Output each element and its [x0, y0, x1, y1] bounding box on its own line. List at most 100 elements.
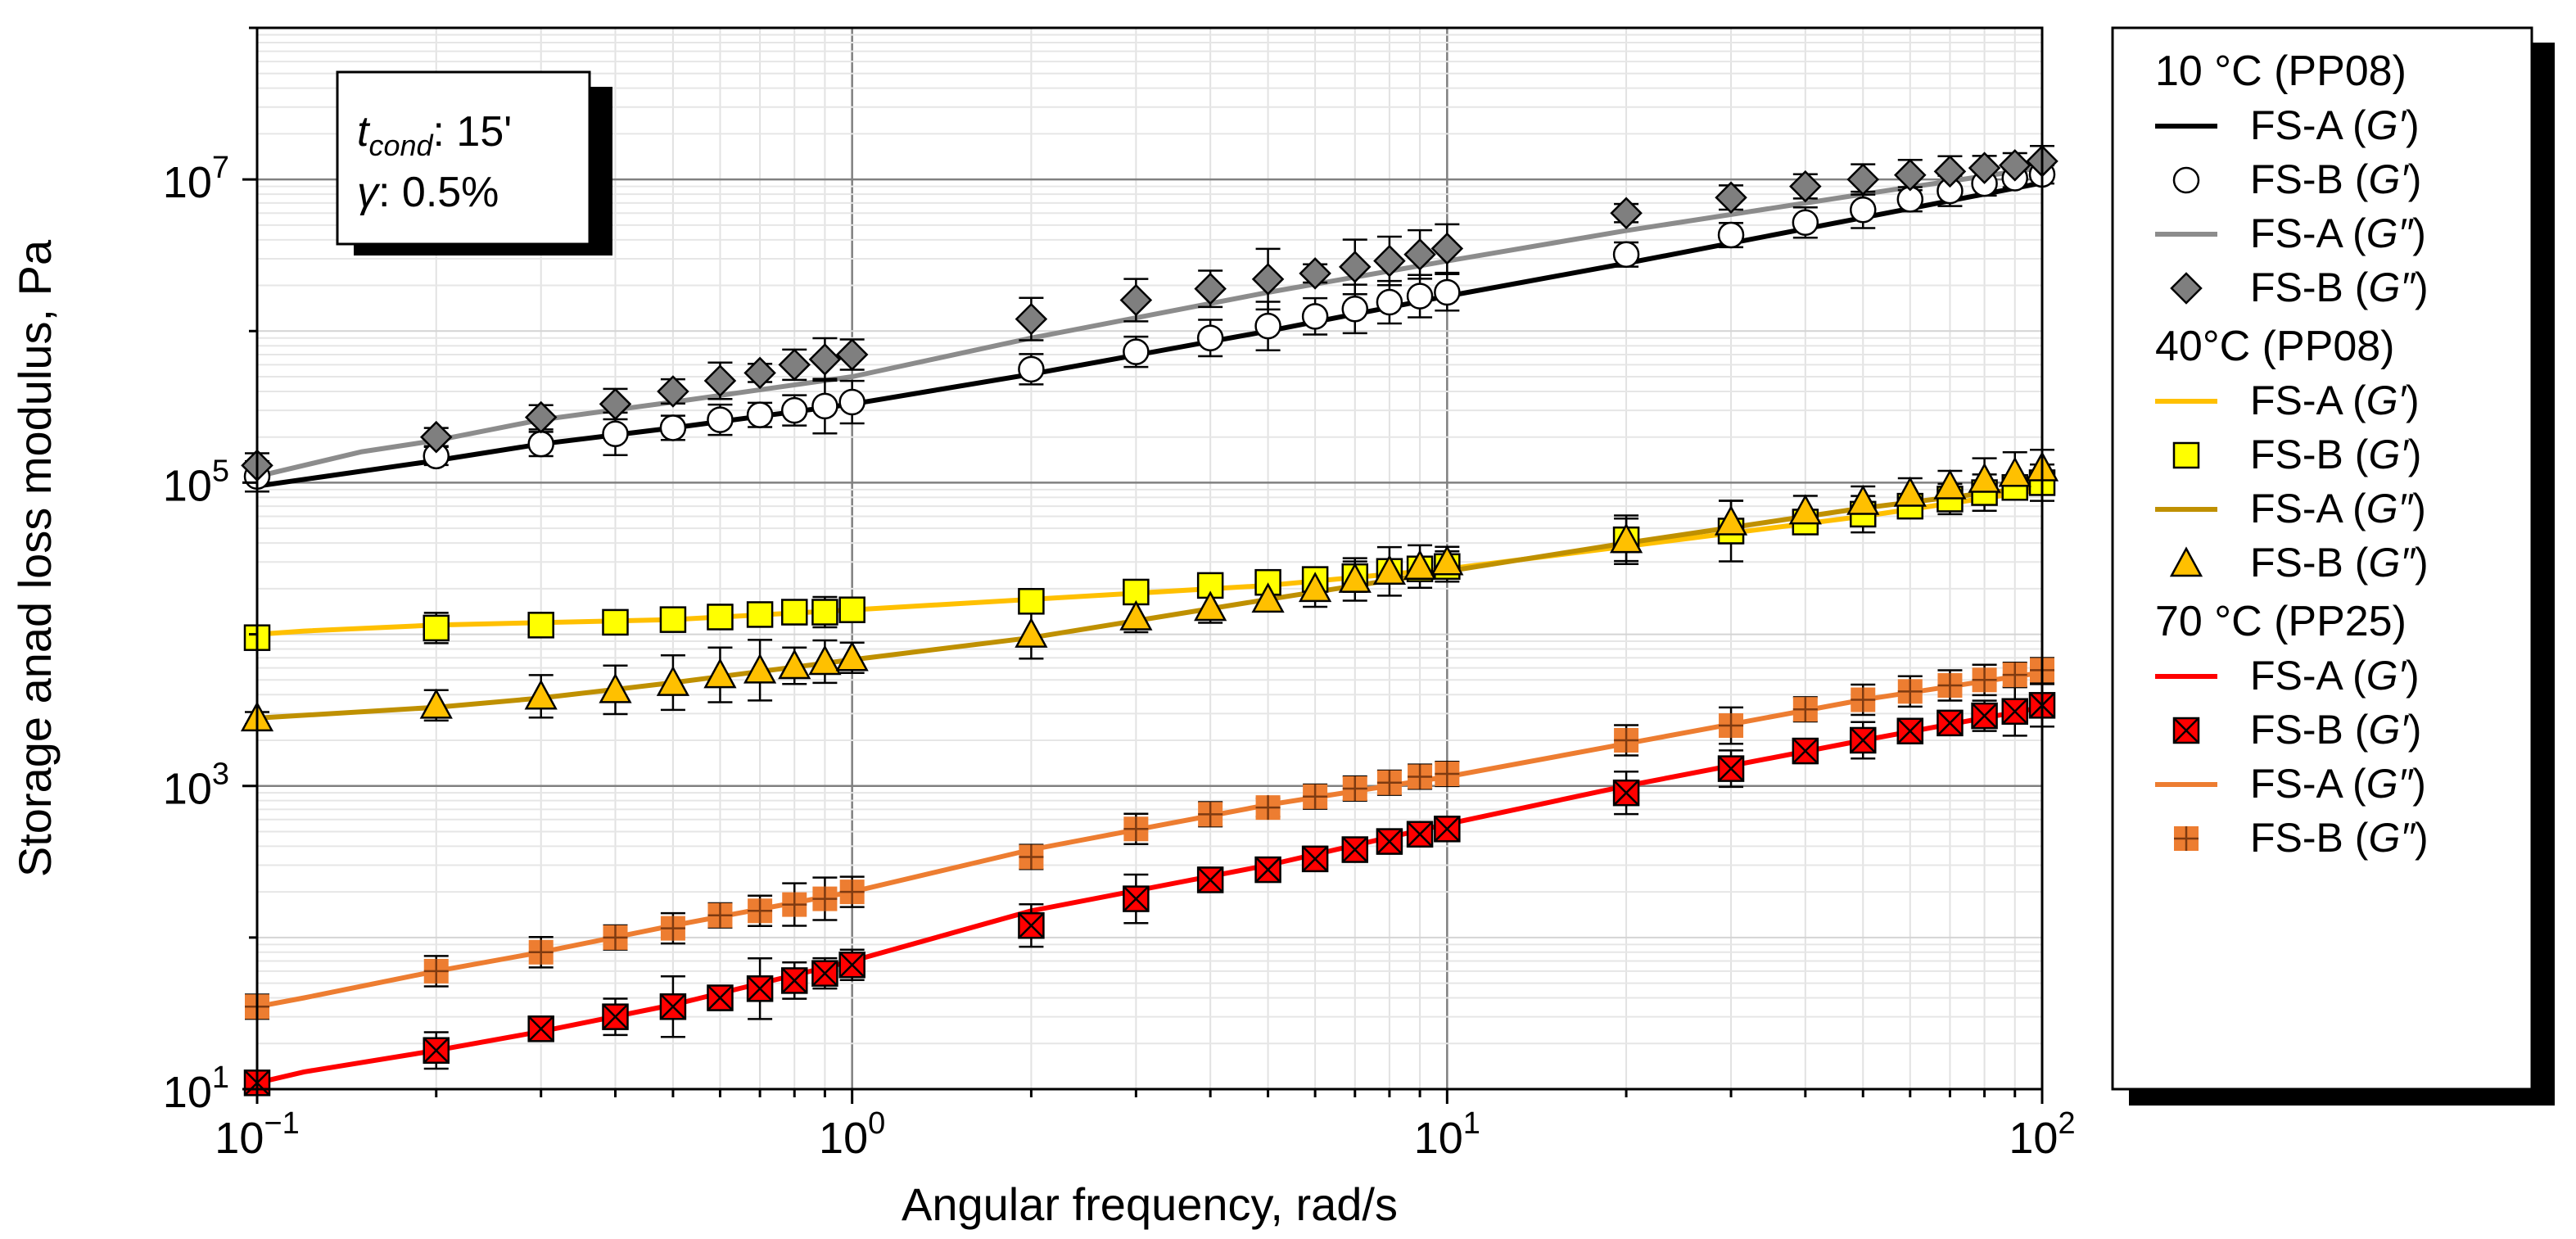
legend-modulus: G′	[2368, 156, 2409, 202]
data-point	[1198, 802, 1222, 826]
legend-group-title: 10 °C (PP08)	[2155, 47, 2407, 95]
chart: 10−1 100 101 102 101103105107 Angular frequ…	[0, 0, 2576, 1239]
legend-entry-label: FS-B (G′)	[2250, 707, 2421, 753]
marker-shape	[1408, 284, 1432, 309]
legend-suffix: )	[2406, 653, 2420, 699]
data-point	[1973, 667, 1997, 692]
x-tick-exponent: 2	[2058, 1106, 2075, 1141]
legend-modulus: G″	[2366, 486, 2415, 531]
cond-value: : 15'	[433, 108, 513, 156]
marker-shape	[748, 602, 772, 626]
legend-modulus: G′	[2368, 432, 2409, 477]
legend-entry-label: FS-B (G″)	[2250, 265, 2429, 310]
data-point	[812, 394, 837, 418]
marker-shape	[707, 408, 732, 432]
marker-shape	[1719, 223, 1743, 247]
data-point	[840, 598, 865, 622]
marker-shape	[1793, 210, 1818, 235]
data-point	[1256, 314, 1281, 338]
legend-entry-label: FS-B (G″)	[2250, 815, 2429, 861]
data-point	[1019, 844, 1043, 869]
marker-shape	[812, 600, 837, 625]
y-tick-base: 10	[163, 765, 212, 814]
marker-shape	[1435, 280, 1459, 305]
legend-marker-swatch	[2174, 443, 2199, 468]
legend-modulus: G′	[2366, 378, 2407, 423]
data-point	[1408, 284, 1432, 309]
y-tick-base: 10	[163, 1068, 212, 1117]
data-point	[603, 422, 627, 446]
data-point	[1435, 816, 1459, 841]
legend-group-title: 70 °C (PP25)	[2155, 598, 2407, 645]
data-point	[782, 398, 807, 423]
legend-prefix: FS-B (	[2250, 265, 2369, 310]
data-point	[748, 898, 772, 923]
marker-shape	[1614, 242, 1638, 267]
data-point	[1614, 728, 1638, 753]
data-point	[782, 968, 807, 993]
data-point	[812, 961, 837, 986]
marker-shape	[1377, 290, 1402, 314]
x-tick-exponent: 0	[868, 1106, 885, 1141]
x-axis-title: Angular frequency, rad/s	[902, 1178, 1398, 1230]
legend-modulus: G′	[2368, 707, 2409, 753]
data-point	[1793, 739, 1818, 763]
data-point	[812, 887, 837, 911]
data-point	[748, 602, 772, 626]
data-point	[1435, 762, 1459, 786]
data-point	[1614, 780, 1638, 805]
data-point	[1898, 679, 1923, 703]
data-point	[529, 613, 554, 637]
marker-shape	[603, 610, 627, 635]
marker-shape	[529, 432, 554, 456]
marker-shape	[1198, 326, 1222, 350]
data-point	[1973, 703, 1997, 728]
data-point	[1123, 887, 1148, 911]
legend-suffix: )	[2415, 540, 2429, 586]
data-point	[1123, 816, 1148, 841]
marker-shape	[661, 608, 685, 632]
data-point	[661, 916, 685, 941]
data-point	[1123, 340, 1148, 364]
marker-shape	[424, 616, 449, 640]
data-point	[1303, 304, 1327, 328]
y-tick-base: 10	[163, 158, 212, 207]
marker-shape	[529, 613, 554, 637]
legend-marker-swatch	[2174, 826, 2199, 851]
marker-shape	[603, 422, 627, 446]
data-point	[707, 604, 732, 629]
marker-shape	[661, 415, 685, 440]
legend-group-title: 40°C (PP08)	[2155, 323, 2394, 370]
legend-prefix: FS-A (	[2250, 378, 2366, 423]
legend-entry-label: FS-A (G″)	[2250, 210, 2426, 256]
data-point	[424, 1038, 449, 1063]
data-point	[424, 959, 449, 984]
legend-suffix: )	[2406, 378, 2420, 423]
data-point	[603, 1005, 627, 1029]
legend-entry-label: FS-A (G″)	[2250, 486, 2426, 531]
data-point	[1851, 688, 1875, 712]
data-point	[1719, 713, 1743, 738]
marker-shape	[1123, 340, 1148, 364]
legend-prefix: FS-A (	[2250, 761, 2366, 807]
marker-shape	[1303, 304, 1327, 328]
data-point	[661, 994, 685, 1019]
data-point	[529, 1016, 554, 1041]
y-tick-exponent: 3	[212, 757, 229, 792]
data-point	[1303, 785, 1327, 809]
data-point	[1408, 822, 1432, 847]
gamma-symbol: γ	[357, 169, 381, 216]
data-point	[1851, 197, 1875, 222]
marker-shape	[707, 604, 732, 629]
legend-prefix: FS-B (	[2250, 707, 2369, 753]
marker-shape	[1256, 314, 1281, 338]
legend-modulus: G′	[2366, 102, 2407, 148]
marker-shape	[1851, 197, 1875, 222]
legend-entry-label: FS-A (G″)	[2250, 761, 2426, 807]
data-point	[1377, 830, 1402, 854]
data-point	[1198, 326, 1222, 350]
data-point	[748, 403, 772, 427]
legend-suffix: )	[2412, 210, 2426, 256]
legend-prefix: FS-A (	[2250, 210, 2366, 256]
data-point	[748, 976, 772, 1001]
